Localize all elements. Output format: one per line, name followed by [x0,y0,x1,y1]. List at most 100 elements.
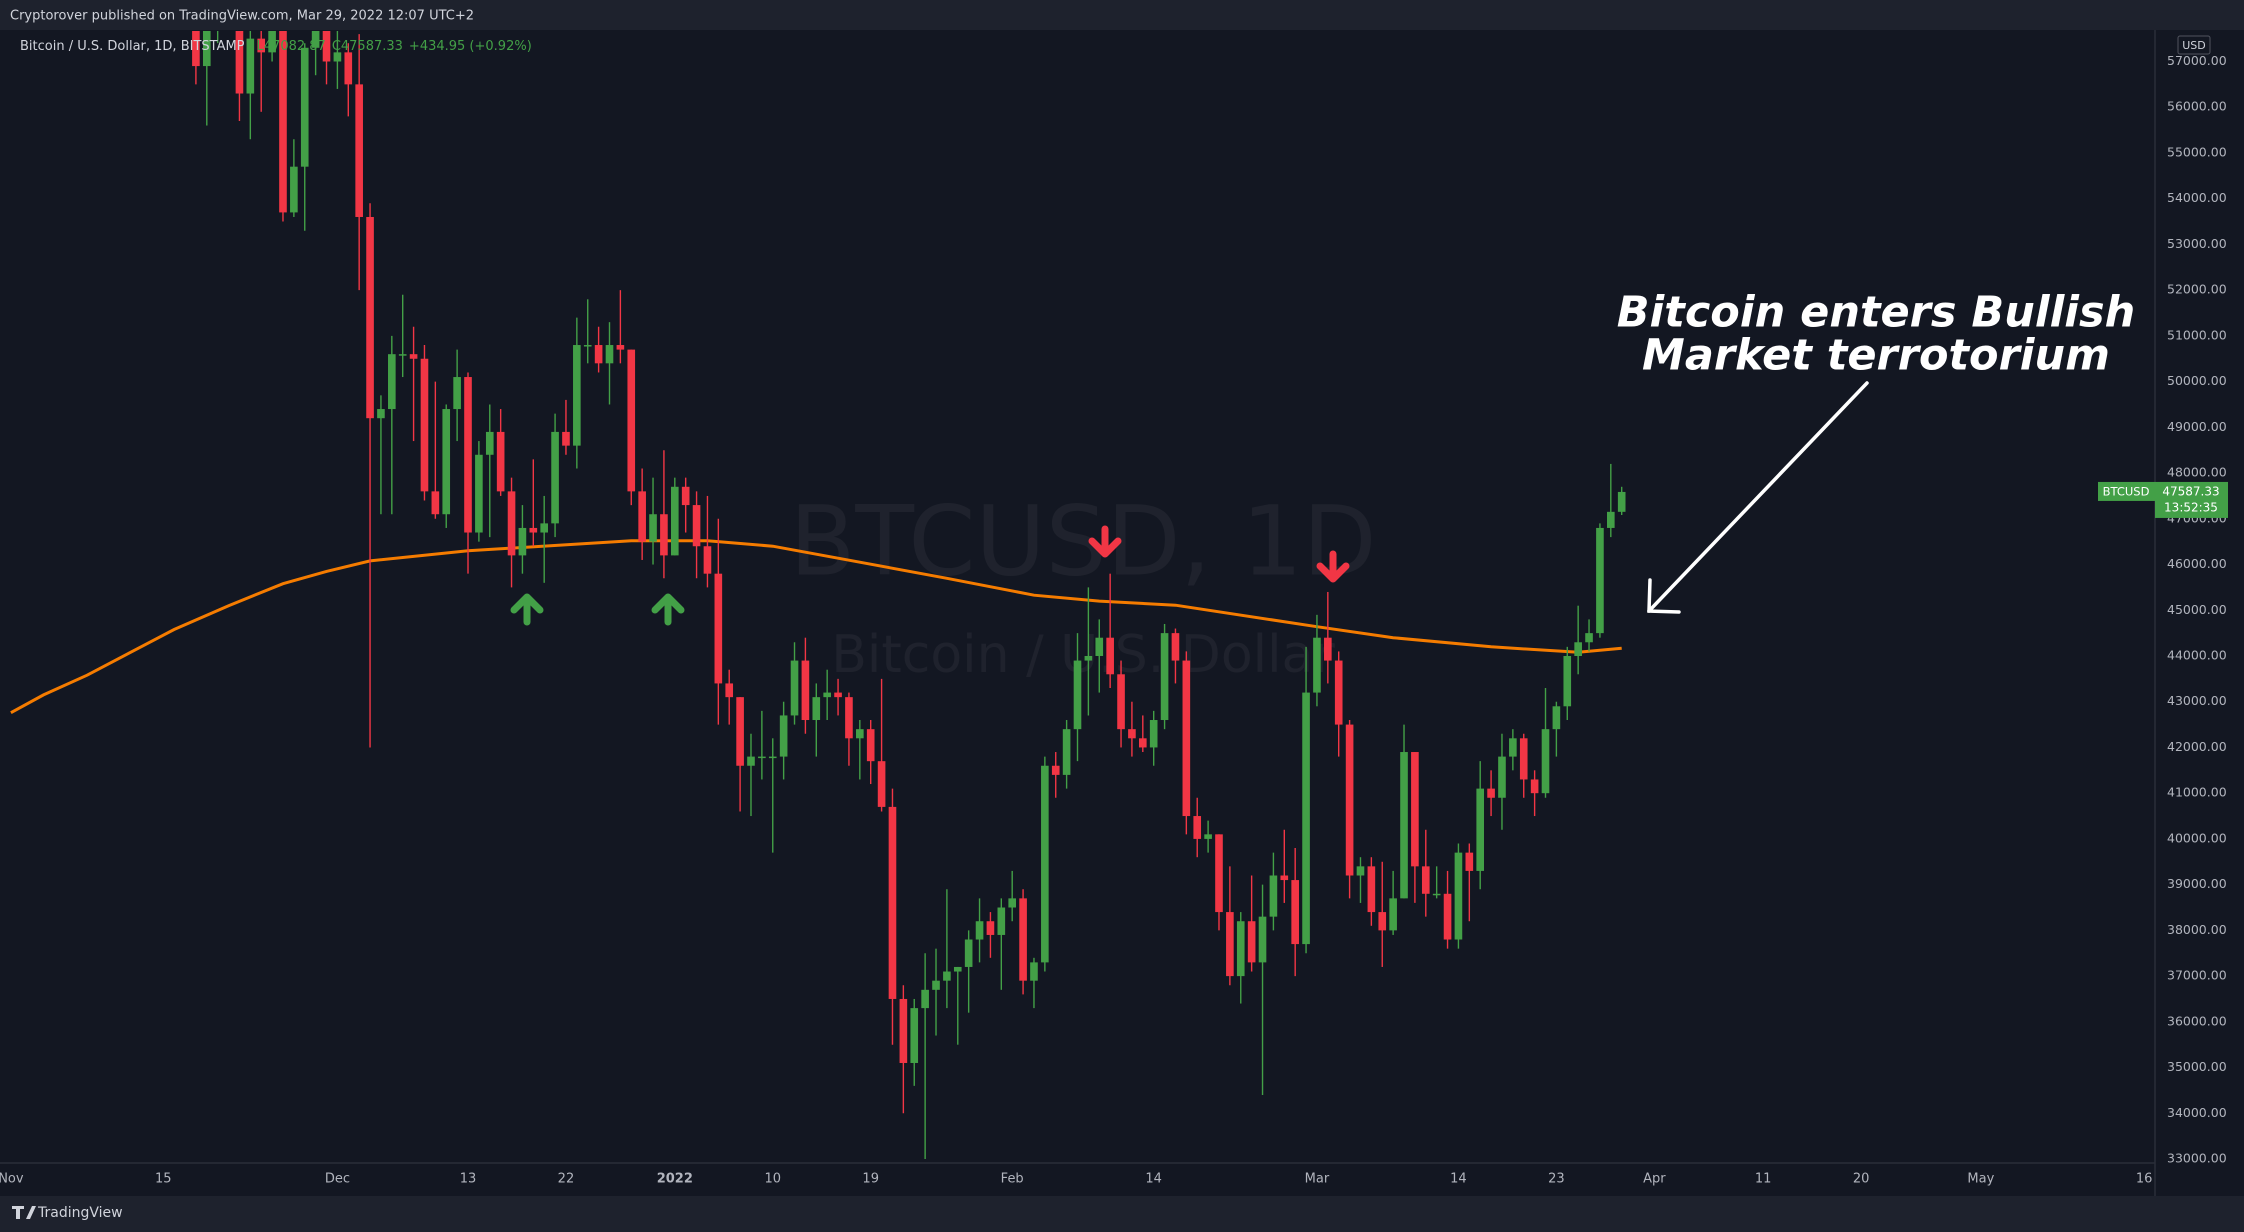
candle-body [1084,655,1093,661]
price-axis [2155,30,2244,1196]
candle-body [1606,511,1615,528]
axis-unit: USD [2182,39,2206,52]
candle-body [1411,752,1419,867]
candle-body [268,31,276,53]
candle-body [986,921,995,935]
candle-body [388,354,396,410]
y-tick-label: 41000.00 [2167,785,2227,800]
candle-body [1215,834,1223,913]
y-tick-label: 55000.00 [2167,144,2227,159]
candle-body [453,377,461,410]
candle-body [1138,738,1147,748]
candle-body [562,431,570,446]
candle-body [1171,633,1180,661]
candle-body [1552,706,1561,730]
candle-body [246,38,255,94]
candle-body [202,31,211,67]
candle-body [1182,660,1191,817]
candle-body [866,729,875,762]
candle-body [300,47,309,167]
y-tick-label: 50000.00 [2167,373,2227,388]
candle-body [1226,912,1234,977]
candle-body [1302,692,1310,945]
candle-body [1117,674,1125,730]
candle-body [1258,916,1267,963]
annotation-line: Market terrotorium [1642,331,2110,381]
candle-body [877,761,886,807]
candle-body [660,514,668,556]
x-tick-label: 20 [1853,1172,1870,1187]
candle-body [1596,527,1604,634]
bottom-bar [0,1196,2244,1232]
last-price-symbol-box [2098,481,2155,501]
candle-body [1617,491,1626,512]
y-tick-label: 35000.00 [2167,1059,2227,1074]
y-tick-label: 49000.00 [2167,419,2227,434]
candle-body [344,52,353,85]
candle-body [235,31,244,94]
y-tick-label: 51000.00 [2167,327,2227,342]
x-tick-label: Apr [1643,1172,1666,1187]
candle-body [1400,752,1408,899]
candle-body [856,729,864,739]
candle-body [681,486,690,506]
x-tick-label: Nov [0,1172,24,1187]
candle-body [1432,893,1441,896]
brand-logo [12,1206,36,1219]
candle-body [1476,788,1485,871]
candle-body [507,491,516,556]
candle-body [964,939,973,967]
candle-body [409,354,418,359]
candle-body [845,697,853,739]
candle-body [1291,880,1299,945]
x-tick-label: 14 [1145,1172,1162,1187]
plot-area [10,31,1626,1160]
y-tick-label: 54000.00 [2167,190,2227,205]
candle-body [1487,788,1495,798]
candle-body [355,84,363,217]
y-tick-label: 53000.00 [2167,236,2227,251]
candle-body [921,989,929,1009]
y-tick-label: 45000.00 [2167,602,2227,617]
candle-body [1095,637,1104,656]
signal-arrows [510,525,1350,626]
candle-body [670,486,679,556]
x-tick-label: 23 [1548,1172,1565,1187]
x-tick-label: 15 [155,1172,172,1187]
candle-body [812,697,821,721]
candle-body [714,573,723,684]
candle-body [1541,729,1550,794]
annotation-line: Bitcoin enters Bullish [1617,288,2136,338]
candle-body [279,31,287,213]
candle-body [1509,738,1517,757]
candle-body [377,409,385,419]
candle-body [888,806,897,999]
candle-body [1193,816,1202,839]
candle-body [333,52,342,62]
y-tick-label: 40000.00 [2167,830,2227,845]
top-bar [0,0,2244,30]
candle-body [192,31,200,67]
y-tick-label: 34000.00 [2167,1105,2227,1120]
candle-body [366,216,374,419]
candle-body [1498,756,1506,798]
x-tick-label: May [1967,1172,1994,1187]
candle-body [953,966,962,972]
candle-body [1062,729,1071,775]
header-change: +434.95 (+0.92%) [409,39,532,54]
candle-body [1530,779,1539,794]
candle-body [496,431,505,492]
candle-body [1585,633,1593,643]
up-arrow [651,593,685,626]
candle-body [475,454,483,533]
candle-body [1574,642,1582,656]
candle-body [932,980,940,990]
candle-body [605,345,614,364]
last-price-value: 47587.33 [2162,484,2219,498]
y-tick-label: 42000.00 [2167,739,2227,754]
y-tick-label: 37000.00 [2167,968,2227,983]
candle-body [398,354,407,356]
published-note: Cryptorover published on TradingView.com… [10,9,474,24]
